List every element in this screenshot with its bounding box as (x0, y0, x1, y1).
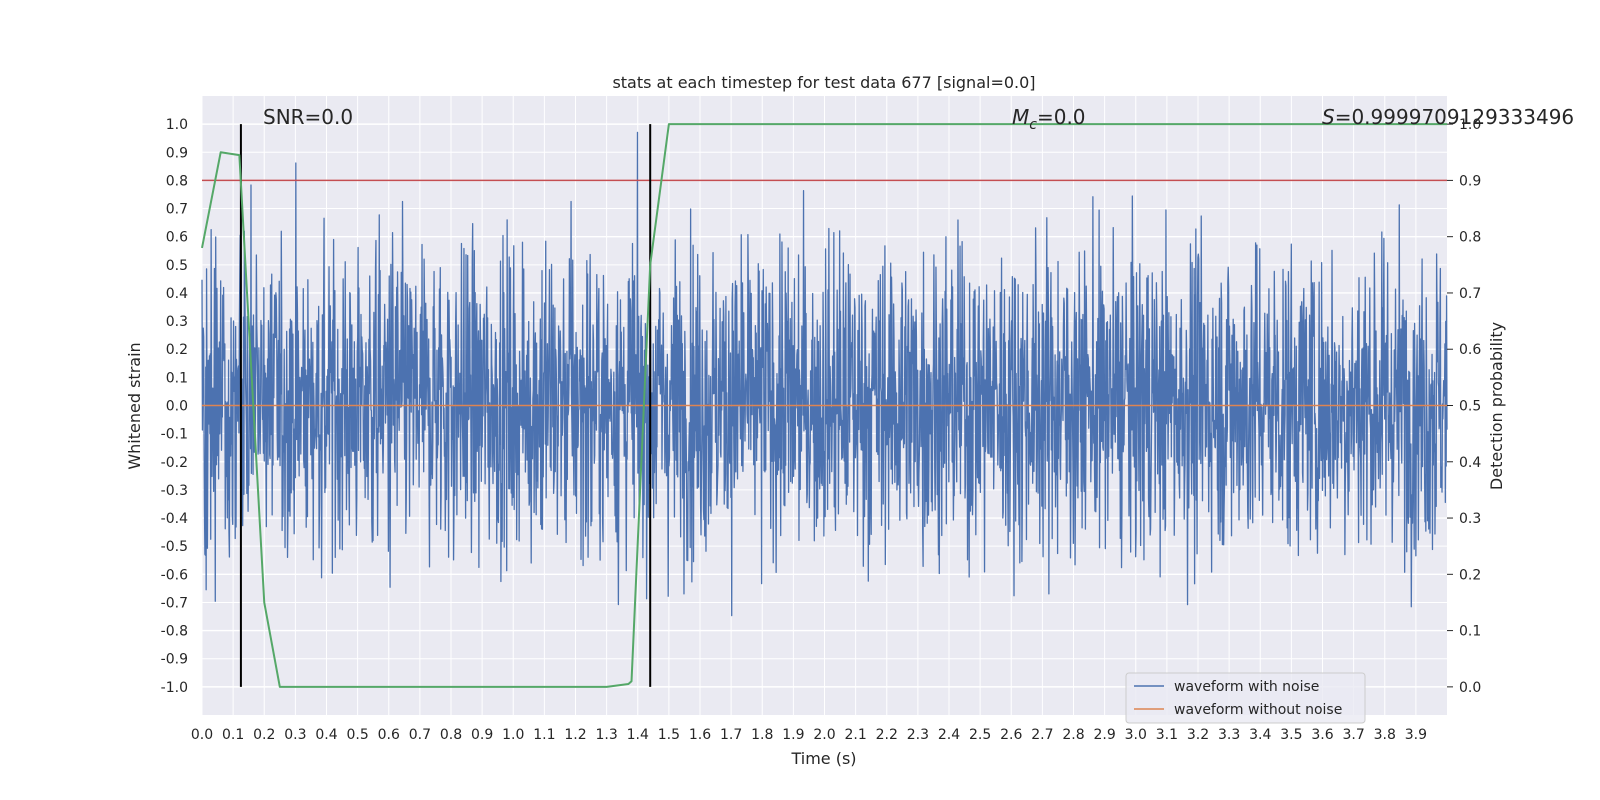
y-tick-label: -0.2 (161, 455, 188, 471)
y-tick-label: -0.7 (161, 595, 188, 611)
x-tick-label: 1.5 (658, 727, 680, 743)
y-tick-label: 0.8 (166, 173, 188, 189)
mc-annotation: Mc=0.0 (1012, 105, 1086, 133)
y-tick-labels: 1.0 0.9 0.8 0.7 0.6 0.5 0.4 0.3 0.2 0.1 0.0 -0.1 -0.… (161, 117, 188, 696)
mc-subscript: c (1029, 117, 1037, 133)
x-tick-label: 3.4 (1249, 727, 1271, 743)
x-tick-label: 0.2 (253, 727, 275, 743)
legend-label-clean: waveform without noise (1174, 702, 1342, 718)
x-tick-label: 2.6 (1000, 727, 1022, 743)
x-tick-label: 2.8 (1062, 727, 1084, 743)
legend: waveform with noise waveform without noi… (1125, 672, 1366, 724)
right-y-tick-label: 0.1 (1459, 624, 1481, 640)
x-tick-label: 2.5 (969, 727, 991, 743)
y-tick-label: 0.5 (166, 258, 188, 274)
right-y-tick-label: 0.5 (1459, 399, 1481, 415)
x-tick-label: 2.1 (844, 727, 866, 743)
x-tick-label: 3.2 (1187, 727, 1209, 743)
x-tick-label: 3.1 (1156, 727, 1178, 743)
x-tick-label: 3.8 (1374, 727, 1396, 743)
overlays (201, 123, 1447, 688)
x-tick-label: 2.2 (876, 727, 898, 743)
x-tick-label: 0.6 (378, 727, 400, 743)
mc-value: =0.0 (1037, 105, 1086, 129)
x-tick-label: 3.0 (1125, 727, 1147, 743)
y-tick-label: -0.9 (161, 652, 188, 668)
x-tick-label: 3.9 (1405, 727, 1427, 743)
right-y-tick-label: 0.0 (1459, 680, 1481, 696)
y-tick-label: -1.0 (161, 680, 188, 696)
x-tick-labels: 0.0 0.1 0.2 0.3 0.4 0.5 0.6 0.7 0.8 0.9 1.0 1.1 1.2 1… (191, 727, 1427, 743)
right-y-tick-label: 0.8 (1459, 230, 1481, 246)
y-tick-label: 1.0 (166, 117, 188, 133)
x-tick-label: 2.9 (1093, 727, 1115, 743)
x-tick-label: 0.3 (284, 727, 306, 743)
legend-label-noise: waveform with noise (1174, 679, 1319, 695)
y-tick-label: 0.2 (166, 342, 188, 358)
x-tick-label: 1.3 (595, 727, 617, 743)
x-tick-label: 3.7 (1342, 727, 1364, 743)
x-tick-label: 1.8 (751, 727, 773, 743)
right-y-tick-label: 0.3 (1459, 511, 1481, 527)
x-tick-label: 0.7 (409, 727, 431, 743)
x-tick-label: 1.1 (533, 727, 555, 743)
x-tick-label: 0.8 (440, 727, 462, 743)
x-tick-label: 0.4 (315, 727, 337, 743)
x-tick-label: 2.4 (938, 727, 960, 743)
s-value: =0.9999709129333496 (1335, 105, 1574, 129)
right-y-axis-label: Detection probability (1487, 322, 1506, 490)
legend-box (1125, 672, 1366, 724)
y-tick-label: -0.3 (161, 483, 188, 499)
right-y-tick-label: 0.7 (1459, 286, 1481, 302)
x-tick-label: 2.3 (907, 727, 929, 743)
x-tick-label: 1.0 (502, 727, 524, 743)
right-y-tick-label: 0.4 (1459, 455, 1481, 471)
right-y-tick-label: 0.9 (1459, 173, 1481, 189)
s-symbol: S (1322, 105, 1335, 129)
x-tick-label: 1.6 (689, 727, 711, 743)
right-y-tick-labels: 1.0 0.9 0.8 0.7 0.6 0.5 0.4 0.3 0.2 0.1 0.0 (1447, 117, 1481, 696)
right-y-tick-label: 0.2 (1459, 567, 1481, 583)
detection-probability-line (201, 123, 1447, 688)
y-tick-label: -0.8 (161, 624, 188, 640)
y-tick-label: 0.4 (166, 286, 188, 302)
y-tick-label: 0.7 (166, 202, 188, 218)
x-tick-label: 1.4 (627, 727, 649, 743)
right-y-tick-label: 1.0 (1459, 117, 1481, 133)
s-annotation: S=0.9999709129333496 (1322, 105, 1574, 129)
x-tick-label: 0.1 (222, 727, 244, 743)
y-tick-label: 0.9 (166, 145, 188, 161)
x-tick-label: 2.7 (1031, 727, 1053, 743)
x-tick-label: 1.7 (720, 727, 742, 743)
x-tick-label: 3.6 (1311, 727, 1333, 743)
x-axis-label: Time (s) (790, 749, 856, 768)
y-axis-label: Whitened strain (125, 342, 144, 469)
y-tick-label: -0.1 (161, 427, 188, 443)
x-tick-label: 2.0 (813, 727, 835, 743)
y-tick-label: -0.6 (161, 567, 188, 583)
noise-waveform-line (201, 131, 1448, 617)
x-tick-label: 1.9 (782, 727, 804, 743)
x-tick-label: 3.3 (1218, 727, 1240, 743)
snr-annotation: SNR=0.0 (263, 105, 353, 129)
series-waveform-with-noise (201, 131, 1448, 617)
y-tick-label: -0.4 (161, 511, 188, 527)
x-tick-label: 0.9 (471, 727, 493, 743)
chart-title: stats at each timestep for test data 677… (612, 73, 1035, 92)
y-tick-label: -0.5 (161, 539, 188, 555)
y-tick-label: 0.3 (166, 314, 188, 330)
y-tick-label: 0.1 (166, 370, 188, 386)
x-tick-label: 0.0 (191, 727, 213, 743)
y-tick-label: 0.0 (166, 399, 188, 415)
mc-symbol: M (1012, 105, 1029, 129)
x-tick-label: 0.5 (346, 727, 368, 743)
right-y-tick-label: 0.6 (1459, 342, 1481, 358)
y-tick-label: 0.6 (166, 230, 188, 246)
x-tick-label: 3.5 (1280, 727, 1302, 743)
x-tick-label: 1.2 (564, 727, 586, 743)
